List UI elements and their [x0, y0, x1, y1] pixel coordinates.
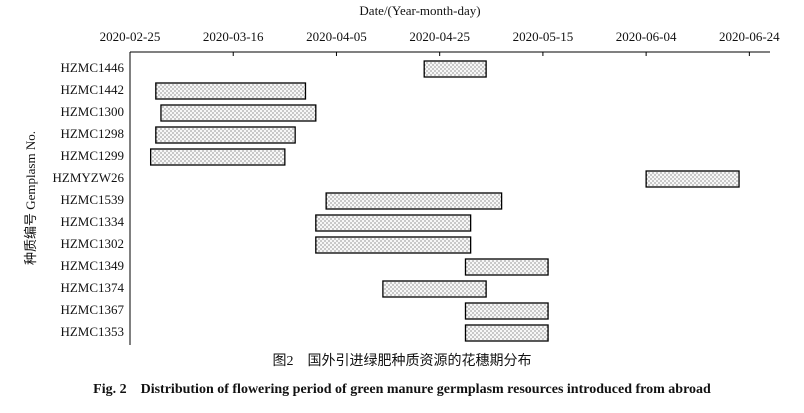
y-tick-label: HZMC1302	[60, 236, 124, 251]
x-tick-label: 2020-04-05	[306, 29, 367, 44]
bar	[423, 60, 487, 78]
y-tick-label: HZMC1442	[60, 82, 124, 97]
caption-en: Fig. 2 Distribution of flowering period …	[93, 382, 711, 397]
y-axis-label: 种质编号 Gemplasm No.	[23, 131, 38, 265]
bar	[149, 148, 286, 166]
x-tick-label: 2020-06-04	[616, 29, 677, 44]
x-tick-label: 2020-06-24	[719, 29, 780, 44]
bar	[315, 214, 472, 232]
y-tick-label: HZMC1367	[60, 302, 124, 317]
y-tick-label: HZMC1300	[60, 104, 124, 119]
y-tick-label: HZMYZW26	[53, 170, 125, 185]
bar	[155, 126, 296, 144]
y-tick-label: HZMC1349	[60, 258, 124, 273]
y-tick-label: HZMC1334	[60, 214, 124, 229]
bar	[155, 82, 307, 100]
y-tick-label: HZMC1374	[60, 280, 124, 295]
y-tick-label: HZMC1353	[60, 324, 124, 339]
bar	[464, 324, 549, 342]
x-axis-label: Date/(Year-month-day)	[359, 3, 480, 18]
y-tick-label: HZMC1539	[60, 192, 124, 207]
y-tick-label: HZMC1298	[60, 126, 124, 141]
y-tick-label: HZMC1446	[60, 60, 124, 75]
bar	[464, 302, 549, 320]
bar	[160, 104, 317, 122]
y-tick-label: HZMC1299	[60, 148, 124, 163]
x-tick-label: 2020-05-15	[513, 29, 574, 44]
x-tick-label: 2020-02-25	[100, 29, 161, 44]
bar	[315, 236, 472, 254]
x-tick-label: 2020-04-25	[409, 29, 470, 44]
bar	[464, 258, 549, 276]
x-tick-label: 2020-03-16	[203, 29, 264, 44]
bar	[325, 192, 503, 210]
bar	[645, 170, 740, 188]
caption-cn: 图2 国外引进绿肥种质资源的花穗期分布	[273, 353, 532, 369]
bar	[382, 280, 487, 298]
